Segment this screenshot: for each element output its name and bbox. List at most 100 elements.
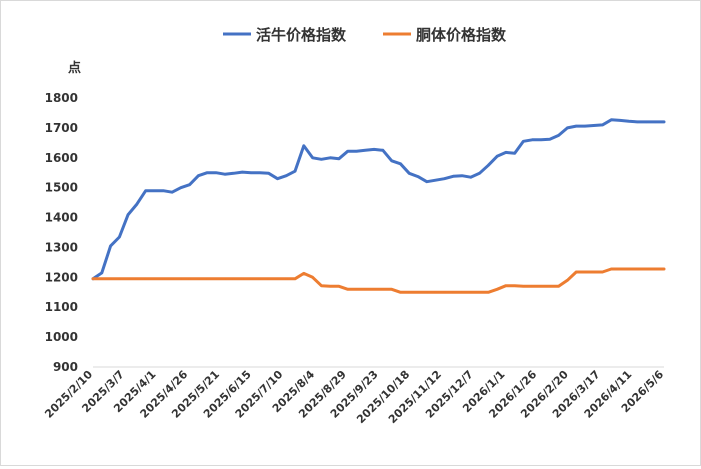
data-point [654,267,657,271]
data-point [495,288,499,291]
data-point [636,120,639,124]
data-point [197,277,200,280]
data-point [144,189,147,192]
data-point [311,156,314,159]
data-point [302,272,305,275]
data-point [627,120,631,123]
data-point [601,123,604,127]
data-point [267,172,270,175]
y-tick-label: 1300 [45,240,78,254]
legend-label: 活牛价格指数 [256,26,347,44]
data-point [179,277,182,280]
y-tick-label: 900 [53,360,78,374]
series-2 [91,267,666,294]
data-point [223,173,226,176]
data-point [452,175,455,178]
data-point [109,244,112,248]
y-axis-label: 点 [68,60,81,76]
data-point [522,140,525,143]
data-point [249,277,253,280]
y-tick-label: 1100 [45,300,78,314]
data-point [293,170,297,173]
data-point [126,277,130,280]
data-point [118,235,121,239]
data-point [311,276,314,279]
data-point [355,150,358,153]
data-point [583,270,587,274]
data-point [337,157,341,160]
data-point [539,138,543,141]
data-point [522,285,525,288]
data-point [372,148,376,151]
data-point [285,277,288,280]
data-point [662,267,666,271]
y-tick-label: 1400 [45,211,78,225]
data-point [206,277,209,280]
data-point [197,174,200,177]
data-point [109,277,112,280]
data-point [416,291,420,294]
data-point [495,155,499,158]
data-point [390,159,393,162]
y-tick-label: 1500 [45,181,78,195]
x-axis: 2025/2/102025/3/72025/4/12025/4/262025/5… [42,366,666,426]
data-point [654,120,657,124]
series-layer [91,118,666,294]
data-point [610,118,613,122]
data-point [575,124,578,128]
data-point [487,164,490,167]
data-point [557,134,560,137]
data-point [443,177,446,180]
series-line [91,118,666,281]
data-point [276,277,279,280]
data-point [618,267,622,271]
data-point [408,172,411,175]
data-point [399,162,402,165]
data-point [153,189,156,192]
data-point [443,291,446,294]
data-point [267,277,270,280]
data-point [583,124,587,128]
data-point [531,285,534,288]
data-point [100,277,104,280]
data-point [214,277,218,280]
data-point [636,267,639,271]
data-point [381,288,385,291]
data-point [566,126,569,130]
data-point [346,150,349,153]
data-point [135,277,139,280]
data-point [627,267,631,271]
data-point [425,180,428,183]
data-point [645,120,648,124]
data-point [170,277,174,280]
data-point [618,119,622,122]
data-point [592,124,595,127]
data-point [258,171,262,174]
data-point [214,171,218,174]
data-point [601,270,604,274]
data-point [566,279,569,282]
data-point [179,186,182,189]
legend-item: 胴体价格指数 [383,26,507,44]
data-point [223,277,226,280]
data-point [557,285,560,288]
data-point [162,277,165,280]
data-point [434,291,437,294]
data-point [206,171,209,174]
y-axis: 900 1000 1100 1200 1300 1400 1500 1600 1700 1800 [45,91,78,374]
data-point [162,189,165,192]
data-point [329,285,332,288]
data-point [478,172,481,175]
data-point [469,176,472,179]
data-point [364,149,367,152]
data-point [241,277,244,280]
data-point [232,277,235,280]
data-point [293,277,297,280]
data-point [548,285,551,288]
y-tick-label: 1000 [45,330,78,344]
data-point [592,270,595,274]
y-tick-label: 1200 [45,270,78,284]
data-point [100,271,104,275]
data-point [504,284,508,287]
